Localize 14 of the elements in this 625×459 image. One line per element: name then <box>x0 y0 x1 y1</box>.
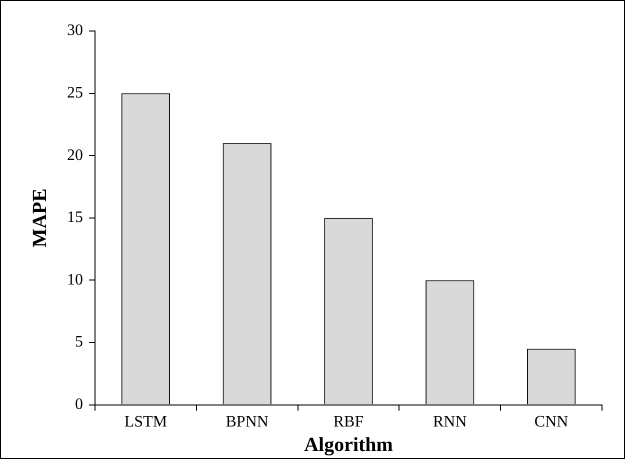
y-tick-label: 10 <box>67 271 83 288</box>
x-tick-label: BPNN <box>226 414 269 431</box>
x-axis-title: Algorithm <box>304 434 394 456</box>
x-tick-label: LSTM <box>124 414 168 431</box>
y-tick-label: 20 <box>67 146 83 164</box>
x-tick-label: RBF <box>333 414 364 431</box>
y-tick-label: 15 <box>67 209 83 226</box>
y-tick-label: 25 <box>67 84 83 102</box>
y-tick-label: 30 <box>67 22 83 40</box>
y-tick-label: 0 <box>75 396 83 414</box>
y-tick-label: 5 <box>75 334 83 351</box>
y-axis-title: MAPE <box>29 188 52 248</box>
x-tick-label: RNN <box>433 414 468 431</box>
x-tick-label: CNN <box>534 414 569 431</box>
